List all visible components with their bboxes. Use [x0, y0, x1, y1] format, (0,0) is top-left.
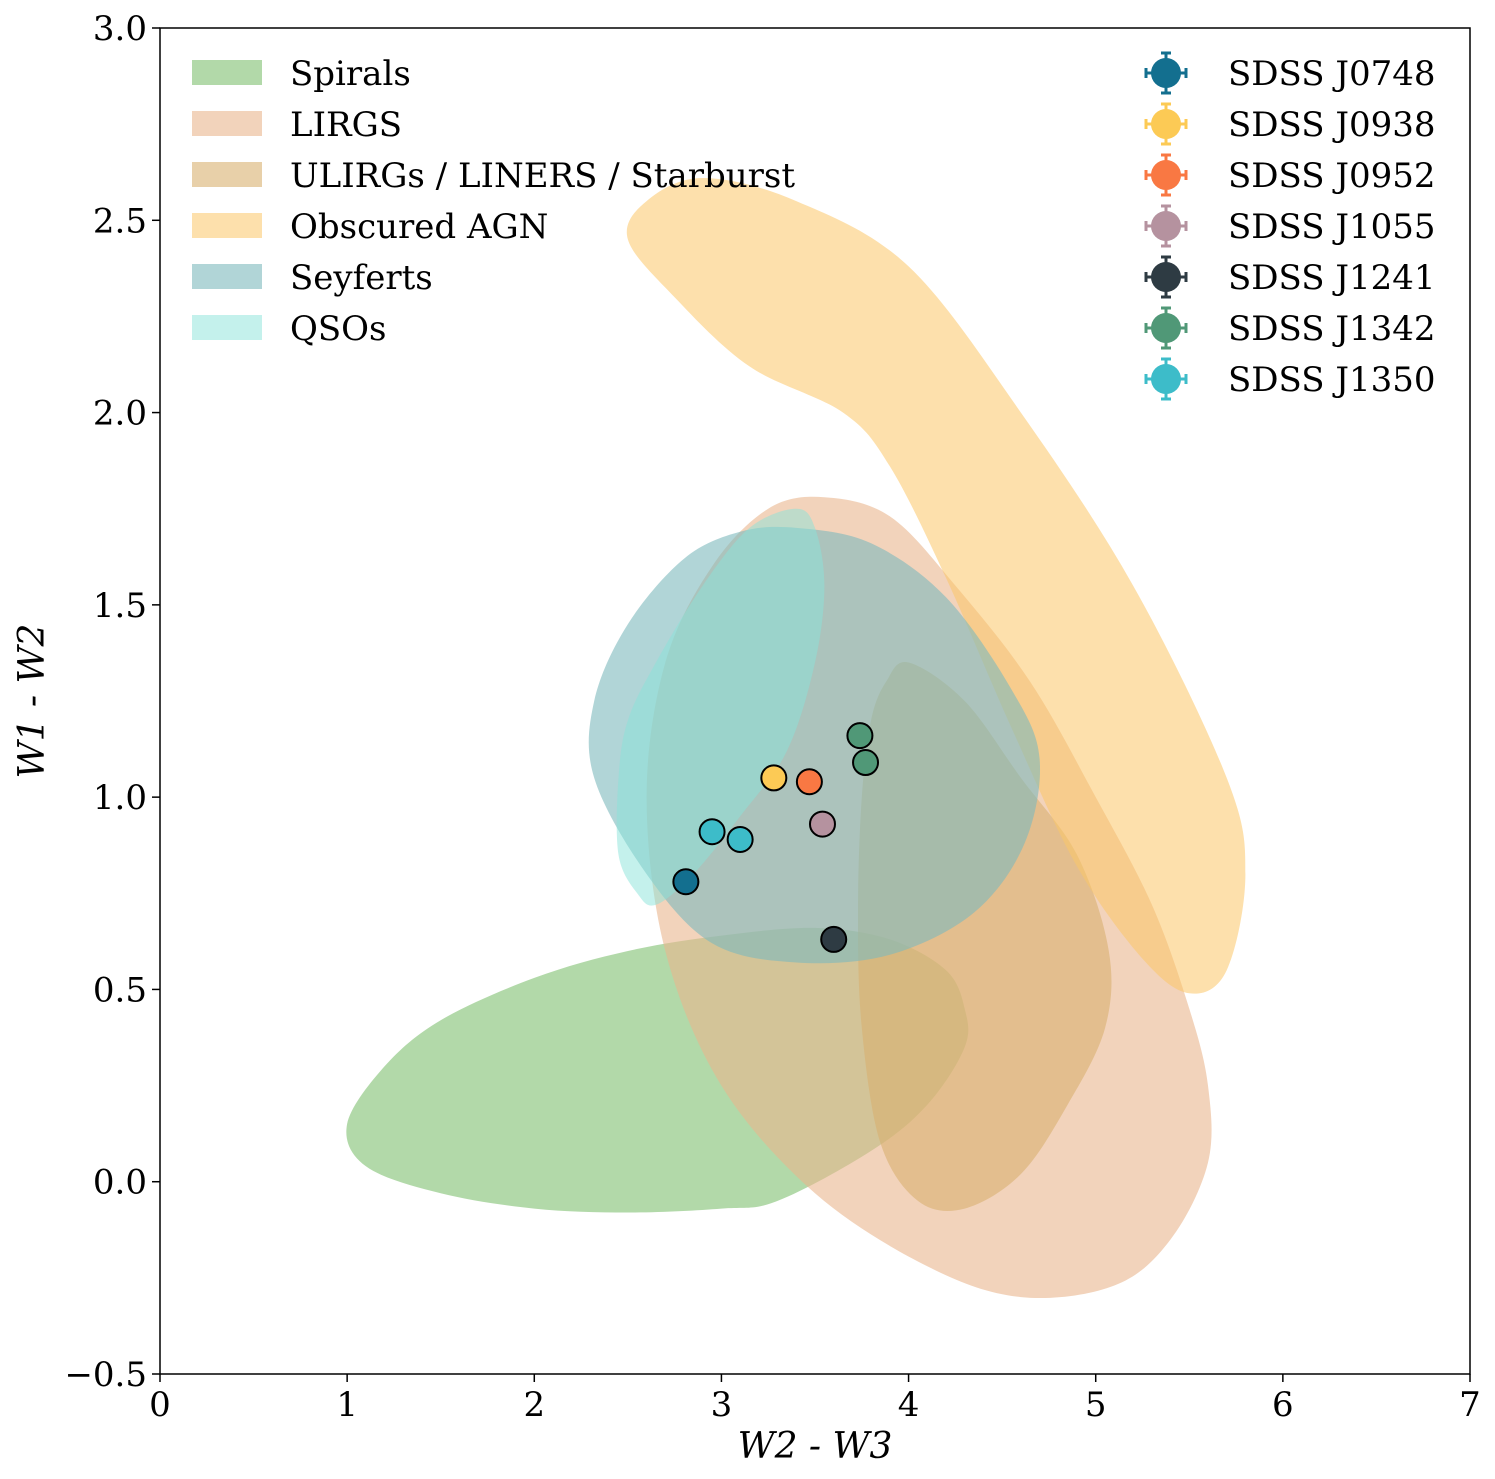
x-axis: 0 1 2 3 4 5 6 7 [149, 1374, 1481, 1425]
point-sdss-j1241 [820, 925, 848, 953]
legend-marker-sdss-j0938 [1144, 102, 1188, 146]
x-tick-label: 4 [898, 1385, 920, 1425]
legend-label-sdss-j1241: SDSS J1241 [1228, 258, 1436, 298]
y-tick-label: 2.0 [93, 394, 147, 434]
point-layer [672, 722, 880, 953]
y-axis-label: W1 - W2 [12, 624, 53, 779]
point-sdss-j0748 [672, 868, 700, 896]
x-tick-label: 0 [149, 1385, 171, 1425]
point-legend: SDSS J0748 SDSS J0938 SDSS J0952 SDSS J1055… [1144, 51, 1436, 401]
legend-label-qsos: QSOs [290, 309, 387, 349]
legend-swatch-qsos [192, 315, 262, 340]
y-tick-label: 1.0 [93, 778, 147, 818]
legend-marker-sdss-j1350 [1144, 357, 1188, 401]
y-tick-label: 2.5 [93, 201, 147, 241]
region-legend: Spirals LIRGS ULIRGs / LINERS / Starburst O… [192, 54, 795, 349]
x-tick-label: 7 [1459, 1385, 1481, 1425]
legend-marker-sdss-j1342 [1144, 306, 1188, 350]
legend-label-sdss-j1342: SDSS J1342 [1228, 309, 1436, 349]
legend-swatch-spirals [192, 60, 262, 85]
point-sdss-j1055 [808, 810, 836, 838]
plot-frame [159, 27, 1471, 1375]
x-tick-label: 5 [1085, 1385, 1107, 1425]
legend-label-ulirgs-liners-starburst: ULIRGs / LINERS / Starburst [290, 156, 795, 196]
x-axis-label: W2 - W3 [738, 1426, 893, 1467]
point-sdss-j0938 [760, 764, 788, 792]
y-tick-label: −0.5 [64, 1355, 147, 1395]
legend-swatch-lirgs [192, 111, 262, 136]
point-sdss-j1350-2 [726, 825, 754, 853]
point-sdss-j0952 [795, 768, 823, 796]
point-sdss-j1342-1 [846, 722, 874, 750]
region-qsos [616, 508, 825, 906]
legend-label-sdss-j0938: SDSS J0938 [1228, 105, 1436, 145]
region-layer [346, 178, 1246, 1299]
legend-label-sdss-j1350: SDSS J1350 [1228, 360, 1436, 400]
x-tick-label: 2 [523, 1385, 545, 1425]
x-tick-label: 3 [711, 1385, 733, 1425]
legend-swatch-seyferts [192, 264, 262, 289]
legend-label-sdss-j1055: SDSS J1055 [1228, 207, 1436, 247]
region-obscured-agn [626, 178, 1246, 994]
point-sdss-j1342-2 [852, 749, 880, 777]
x-tick-label: 6 [1272, 1385, 1294, 1425]
legend-marker-sdss-j0748 [1144, 51, 1188, 95]
legend-label-lirgs: LIRGS [290, 105, 402, 145]
point-sdss-j1350-1 [698, 818, 726, 846]
legend-swatch-obscured-agn [192, 213, 262, 238]
legend-label-obscured-agn: Obscured AGN [290, 207, 548, 247]
y-tick-label: 3.0 [93, 9, 147, 49]
legend-marker-sdss-j1055 [1144, 204, 1188, 248]
y-axis: −0.5 0.0 0.5 1.0 1.5 2.0 2.5 3.0 [64, 9, 160, 1395]
y-tick-label: 1.5 [93, 586, 147, 626]
y-tick-label: 0.0 [93, 1163, 147, 1203]
legend-label-sdss-j0952: SDSS J0952 [1228, 156, 1436, 196]
legend-marker-sdss-j0952 [1144, 153, 1188, 197]
legend-label-spirals: Spirals [290, 54, 411, 94]
y-tick-label: 0.5 [93, 970, 147, 1010]
legend-label-seyferts: Seyferts [290, 258, 433, 298]
legend-marker-sdss-j1241 [1144, 255, 1188, 299]
legend-label-sdss-j0748: SDSS J0748 [1228, 54, 1436, 94]
legend-swatch-ulirgs-liners-starburst [192, 162, 262, 187]
x-tick-label: 1 [336, 1385, 358, 1425]
